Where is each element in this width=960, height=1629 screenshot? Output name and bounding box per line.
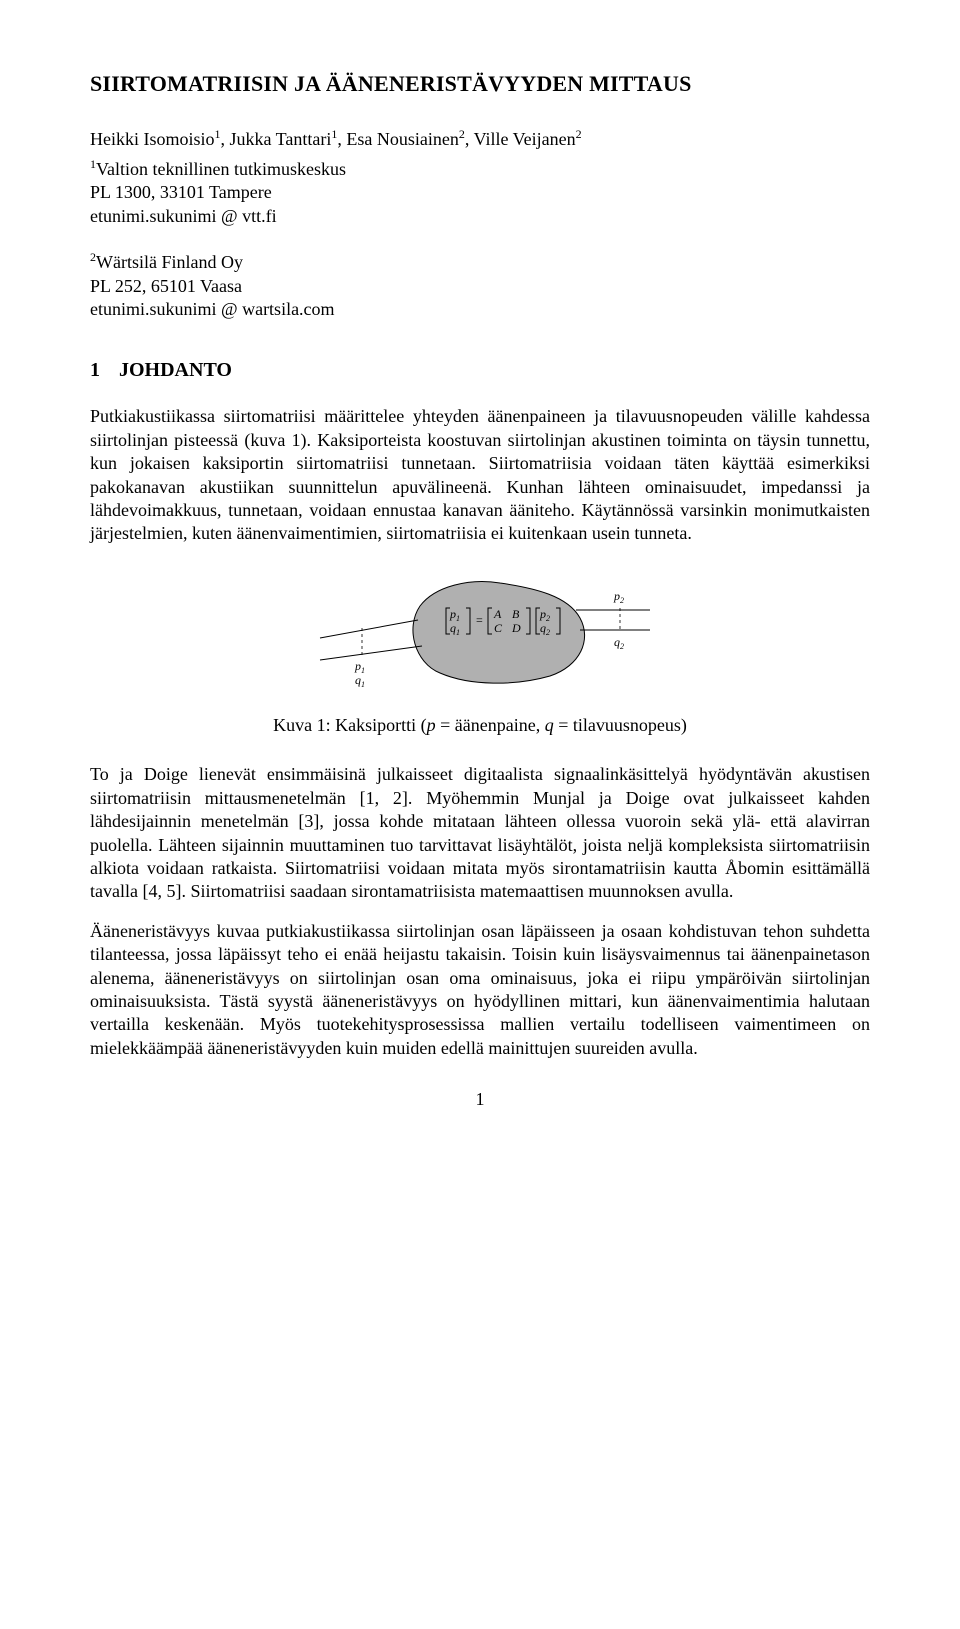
author-2-sup: 1	[331, 127, 337, 141]
section-1-heading: 1 JOHDANTO	[90, 357, 870, 383]
eq-equals: =	[476, 613, 483, 627]
aff2-line1: Wärtsilä Finland Oy	[96, 252, 243, 272]
caption-qdef: = tilavuusnopeus)	[554, 715, 687, 735]
aff1-line3: etunimi.sukunimi @ vtt.fi	[90, 205, 870, 228]
section-1-para-1: Putkiakustiikassa siirtomatriisi määritt…	[90, 405, 870, 545]
eq-C: C	[494, 621, 503, 635]
affiliation-1: 1Valtion teknillinen tutkimuskeskus PL 1…	[90, 157, 870, 228]
author-3: Esa Nousiainen	[346, 129, 458, 149]
aff1-line2: PL 1300, 33101 Tampere	[90, 181, 870, 204]
author-line: Heikki Isomoisio1, Jukka Tanttari1, Esa …	[90, 127, 870, 151]
paper-title: SIIRTOMATRIISIN JA ÄÄNENERISTÄVYYDEN MIT…	[90, 70, 870, 99]
figure-1-svg: p1 q1 p2 q2 p1 q1 = A B C D p2 q2	[300, 568, 660, 698]
eq-A: A	[493, 607, 502, 621]
pipe-left-bottom	[320, 646, 422, 660]
title-text: SIIRTOMATRIISIN JA ÄÄNENERISTÄVYYDEN MIT…	[90, 71, 692, 96]
author-1-sup: 1	[215, 127, 221, 141]
aff2-line2: PL 252, 65101 Vaasa	[90, 275, 870, 298]
author-4: Ville Veijanen	[474, 129, 576, 149]
caption-p: p	[427, 715, 436, 735]
figure-1: p1 q1 p2 q2 p1 q1 = A B C D p2 q2	[90, 568, 870, 704]
section-1-para-3: Ääneneristävyys kuvaa putkiakustiikassa …	[90, 920, 870, 1060]
author-2: Jukka Tanttari	[230, 129, 332, 149]
author-1: Heikki Isomoisio	[90, 129, 215, 149]
eq-B: B	[512, 607, 520, 621]
affiliation-2: 2Wärtsilä Finland Oy PL 252, 65101 Vaasa…	[90, 250, 870, 321]
fig-q2: q2	[614, 635, 624, 651]
figure-1-caption: Kuva 1: Kaksiportti (p = äänenpaine, q =…	[90, 714, 870, 737]
caption-pdef: = äänenpaine,	[436, 715, 545, 735]
fig-q1: q1	[355, 673, 365, 689]
caption-prefix: Kuva 1: Kaksiportti (	[273, 715, 426, 735]
eq-D: D	[511, 621, 521, 635]
pipe-left-top	[320, 620, 418, 638]
section-1-number: 1	[90, 359, 100, 381]
author-3-sup: 2	[459, 127, 465, 141]
author-4-sup: 2	[576, 127, 582, 141]
aff1-line1: Valtion teknillinen tutkimuskeskus	[96, 159, 346, 179]
caption-q: q	[545, 715, 554, 735]
aff2-line3: etunimi.sukunimi @ wartsila.com	[90, 298, 870, 321]
section-1-title: JOHDANTO	[119, 359, 232, 381]
page-number: 1	[90, 1088, 870, 1111]
section-1-para-2: To ja Doige lienevät ensimmäisinä julkai…	[90, 763, 870, 903]
fig-p2: p2	[613, 589, 624, 605]
